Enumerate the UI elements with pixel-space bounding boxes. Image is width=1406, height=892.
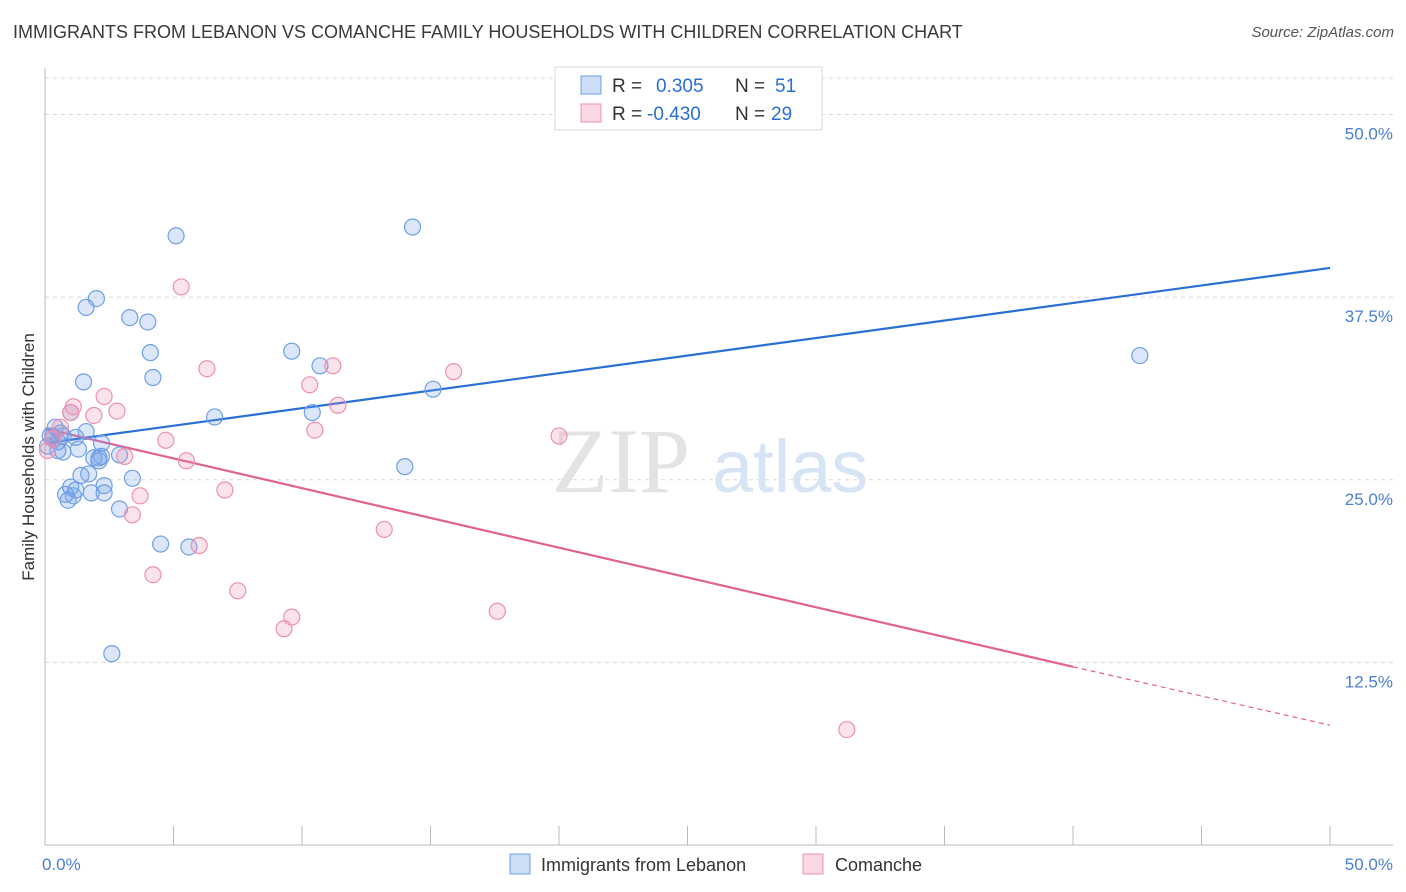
point-lebanon xyxy=(283,342,301,360)
point-lebanon xyxy=(92,447,111,465)
legend-swatch-pink xyxy=(580,103,602,123)
point-comanche xyxy=(108,402,126,420)
x-tick-label-min: 0.0% xyxy=(42,855,81,874)
point-comanche xyxy=(838,720,856,739)
point-lebanon xyxy=(103,645,121,663)
point-lebanon xyxy=(1131,346,1149,365)
y-tick-label: 37.5% xyxy=(1345,307,1393,326)
watermark-zip: ZIP xyxy=(552,410,690,512)
point-comanche xyxy=(64,398,82,416)
y-tick-label: 12.5% xyxy=(1345,672,1393,691)
point-comanche xyxy=(190,536,208,555)
point-lebanon xyxy=(77,422,95,441)
point-comanche xyxy=(301,376,319,394)
point-comanche xyxy=(216,481,234,499)
legend-r-value-2: -0.430 xyxy=(647,104,701,125)
point-comanche xyxy=(198,360,216,378)
point-lebanon xyxy=(87,290,106,308)
chart-source: Source: ZipAtlas.com xyxy=(1251,24,1394,41)
point-lebanon xyxy=(121,308,139,327)
bottom-legend-label-comanche: Comanche xyxy=(835,855,922,875)
point-lebanon xyxy=(80,465,98,483)
chart-title: IMMIGRANTS FROM LEBANON VS COMANCHE FAMI… xyxy=(13,22,963,42)
point-lebanon xyxy=(311,357,329,375)
point-comanche xyxy=(157,431,175,449)
legend-n-label-1: N = xyxy=(735,76,765,97)
trend-layer xyxy=(44,266,1331,726)
point-comanche xyxy=(131,487,149,505)
point-lebanon xyxy=(67,481,85,499)
point-comanche xyxy=(177,452,195,470)
tick-labels: 12.5% 25.0% 37.5% 50.0% 0.0% 50.0% xyxy=(42,125,1393,874)
legend-n-value-2: 29 xyxy=(771,104,792,125)
point-lebanon xyxy=(303,403,321,422)
point-comanche xyxy=(95,387,113,406)
legend-r-label-2: R = xyxy=(612,104,642,125)
legend-n-label-2: N = xyxy=(735,104,765,125)
point-comanche xyxy=(172,278,190,296)
grid-layer xyxy=(45,77,1393,663)
point-lebanon xyxy=(396,458,414,476)
point-lebanon xyxy=(92,434,111,452)
point-lebanon xyxy=(74,373,93,391)
point-lebanon xyxy=(206,408,224,426)
y-tick-label: 25.0% xyxy=(1345,490,1393,509)
bottom-legend-label-lebanon: Immigrants from Lebanon xyxy=(541,855,746,875)
legend-r-label-1: R = xyxy=(612,76,642,97)
bottom-legend-swatch-lebanon xyxy=(509,853,531,875)
bottom-legend: Immigrants from Lebanon Comanche xyxy=(509,853,922,875)
trend-line-lebanon xyxy=(44,266,1331,445)
point-lebanon xyxy=(69,440,88,458)
point-comanche xyxy=(445,363,463,381)
point-lebanon xyxy=(403,218,422,236)
axes-layer xyxy=(44,68,1393,846)
point-comanche xyxy=(123,506,141,524)
point-lebanon xyxy=(167,227,185,245)
legend-box xyxy=(554,66,823,131)
point-comanche xyxy=(488,602,506,620)
point-lebanon xyxy=(141,344,159,362)
points-layer xyxy=(38,218,1149,739)
legend-r-value-1: 0.305 xyxy=(656,76,704,97)
point-comanche xyxy=(144,566,162,584)
watermark-atlas: atlas xyxy=(712,425,868,508)
point-lebanon xyxy=(123,469,141,487)
point-comanche xyxy=(375,520,393,539)
point-comanche xyxy=(306,421,324,439)
watermark: ZIP atlas xyxy=(552,410,868,512)
point-comanche xyxy=(283,608,301,626)
legend-swatch-blue xyxy=(580,75,602,95)
point-comanche xyxy=(51,418,70,436)
point-lebanon xyxy=(95,477,113,495)
point-lebanon xyxy=(424,380,442,398)
point-lebanon xyxy=(152,535,170,553)
point-comanche xyxy=(85,406,103,425)
bottom-legend-swatch-comanche xyxy=(802,853,824,875)
top-legend: R = 0.305 N = 51 R = -0.430 N = 29 xyxy=(554,66,823,131)
point-comanche xyxy=(550,427,568,445)
x-tick-label-max: 50.0% xyxy=(1345,855,1393,874)
point-comanche xyxy=(116,447,134,465)
point-comanche xyxy=(324,357,342,375)
point-comanche xyxy=(229,582,247,600)
point-comanche xyxy=(329,396,347,414)
y-tick-label: 50.0% xyxy=(1345,125,1393,144)
trend-line-comanche xyxy=(44,427,1074,668)
point-lebanon xyxy=(95,484,113,502)
y-axis-title: Family Households with Children xyxy=(19,333,38,581)
point-lebanon xyxy=(144,368,162,387)
point-lebanon xyxy=(139,313,157,331)
trend-line-comanche-extension xyxy=(1072,666,1331,726)
legend-n-value-1: 51 xyxy=(775,76,796,97)
